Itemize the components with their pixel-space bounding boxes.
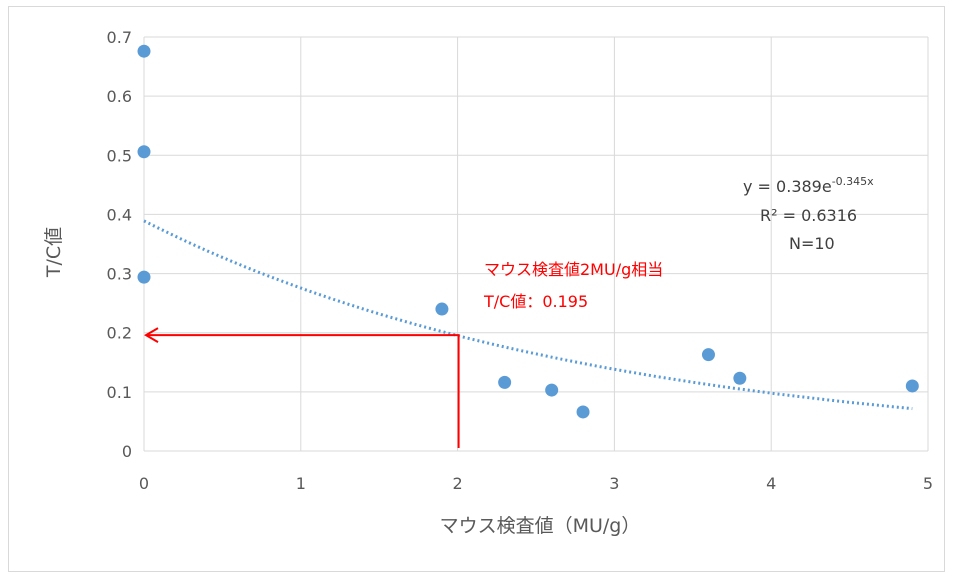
x-tick-label: 2 [453, 474, 463, 493]
annotation-arrow-head [144, 327, 159, 344]
y-tick-labels: 0 0.1 0.2 0.3 0.4 0.5 0.6 0.7 [107, 28, 132, 461]
y-tick-label: 0.4 [107, 205, 132, 224]
x-tick-label: 4 [766, 474, 776, 493]
trendline-equation: y = 0.389e-0.345x [743, 175, 874, 196]
x-tick-label: 3 [609, 474, 619, 493]
data-point [137, 44, 151, 58]
annotation-arrow [144, 327, 460, 448]
data-point [498, 375, 512, 389]
y-tick-label: 0.7 [107, 28, 132, 47]
exponential-trendline [143, 219, 913, 411]
x-axis-title: マウス検査値（MU/g） [440, 515, 641, 537]
y-tick-label: 0.1 [107, 383, 132, 402]
data-point [137, 145, 151, 159]
y-tick-label: 0.6 [107, 87, 132, 106]
r-squared-label: R² = 0.6316 [760, 206, 857, 225]
y-tick-label: 0.2 [107, 324, 132, 343]
chart-area [8, 6, 945, 572]
gridlines [143, 36, 929, 452]
y-axis-title: T/C値 [43, 227, 65, 278]
data-point [545, 383, 559, 397]
x-tick-labels: 0 1 2 3 4 5 [139, 474, 933, 493]
data-point [701, 348, 715, 362]
sample-size-label: N=10 [789, 234, 835, 253]
annotation-line-2: T/C値：0.195 [483, 292, 588, 311]
x-tick-label: 5 [923, 474, 933, 493]
data-point [905, 379, 919, 393]
data-point [733, 371, 747, 385]
y-tick-label: 0 [122, 442, 132, 461]
x-tick-label: 0 [139, 474, 149, 493]
x-tick-label: 1 [296, 474, 306, 493]
y-tick-label: 0.5 [107, 146, 132, 165]
data-point [576, 405, 590, 419]
equation-exponent: -0.345x [832, 175, 874, 188]
y-tick-label: 0.3 [107, 265, 132, 284]
data-point [137, 270, 151, 284]
data-points [137, 44, 919, 419]
annotation-line-1: マウス検査値2MU/g相当 [484, 260, 663, 279]
equation-base: y = 0.389e [743, 177, 832, 196]
data-point [435, 302, 449, 316]
annotation-arrow-line [146, 334, 460, 448]
